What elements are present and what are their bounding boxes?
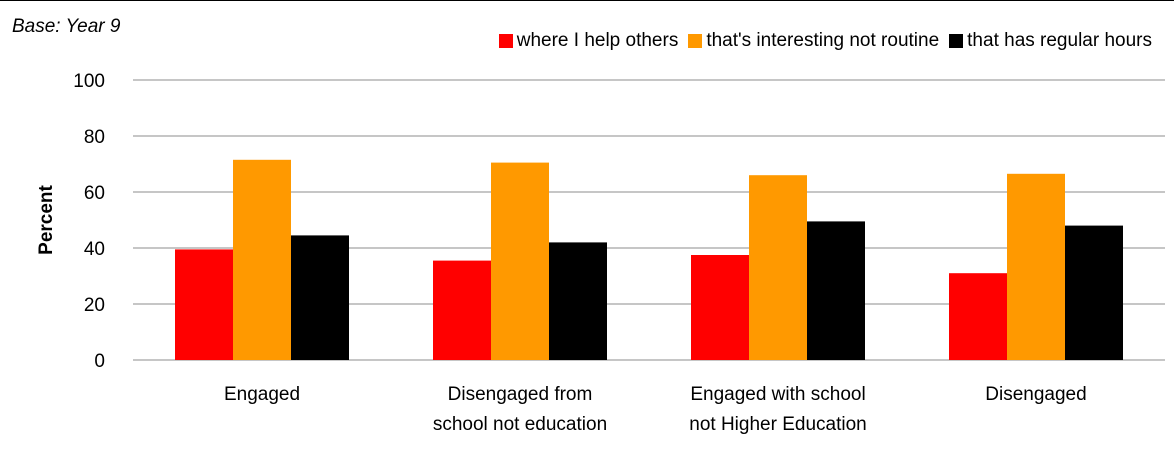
bar-series3-cat3 — [807, 221, 865, 360]
legend-label-interesting: that's interesting not routine — [706, 30, 940, 51]
y-tick-label-20: 20 — [84, 295, 105, 316]
legend-swatch-interesting — [688, 34, 703, 48]
legend-swatch-regular-hours — [949, 34, 964, 48]
bar-series3-cat4 — [1065, 225, 1123, 360]
legend-label-help-others: where I help others — [516, 30, 679, 51]
x-tick-label-line: Disengaged from — [448, 384, 593, 405]
legend-label-regular-hours: that has regular hours — [967, 30, 1152, 51]
legend-item-help-others: where I help others — [498, 30, 679, 52]
x-tick-label-2: Disengaged from school not education — [433, 384, 607, 435]
legend-item-interesting: that's interesting not routine — [688, 30, 939, 52]
legend-swatch-help-others — [498, 34, 513, 48]
y-tick-label-40: 40 — [84, 239, 105, 260]
x-tick-label-line: Engaged with school — [690, 384, 865, 405]
y-tick-label-60: 60 — [84, 183, 105, 204]
y-tick-label-100: 100 — [73, 71, 105, 92]
base-note: Base: Year 9 — [12, 16, 121, 37]
bar-series2-cat4 — [1007, 173, 1065, 360]
bar-series2-cat3 — [749, 175, 807, 360]
bar-series3-cat2 — [549, 242, 607, 360]
x-tick-label-3: Engaged with school not Higher Education — [689, 384, 866, 435]
x-tick-label-4: Disengaged — [985, 384, 1086, 405]
x-tick-label-line: not Higher Education — [689, 414, 866, 435]
bar-series2-cat2 — [491, 162, 549, 360]
bar-series2-cat1 — [233, 159, 291, 360]
y-axis-label: Percent — [36, 184, 57, 254]
bar-series1-cat2 — [433, 260, 491, 360]
y-tick-label-0: 0 — [94, 351, 105, 372]
legend-item-regular-hours: that has regular hours — [949, 30, 1152, 52]
x-tick-label-line: Disengaged — [985, 384, 1086, 405]
bar-series1-cat3 — [691, 255, 749, 360]
bar-series1-cat1 — [175, 249, 233, 360]
legend: where I help others that's interesting n… — [498, 30, 1152, 52]
bar-series3-cat1 — [291, 235, 349, 360]
x-tick-label-1: Engaged — [224, 384, 300, 405]
x-tick-label-line: Engaged — [224, 384, 300, 405]
bar-series1-cat4 — [949, 273, 1007, 360]
y-tick-label-80: 80 — [84, 127, 105, 148]
x-tick-label-line: school not education — [433, 414, 607, 435]
